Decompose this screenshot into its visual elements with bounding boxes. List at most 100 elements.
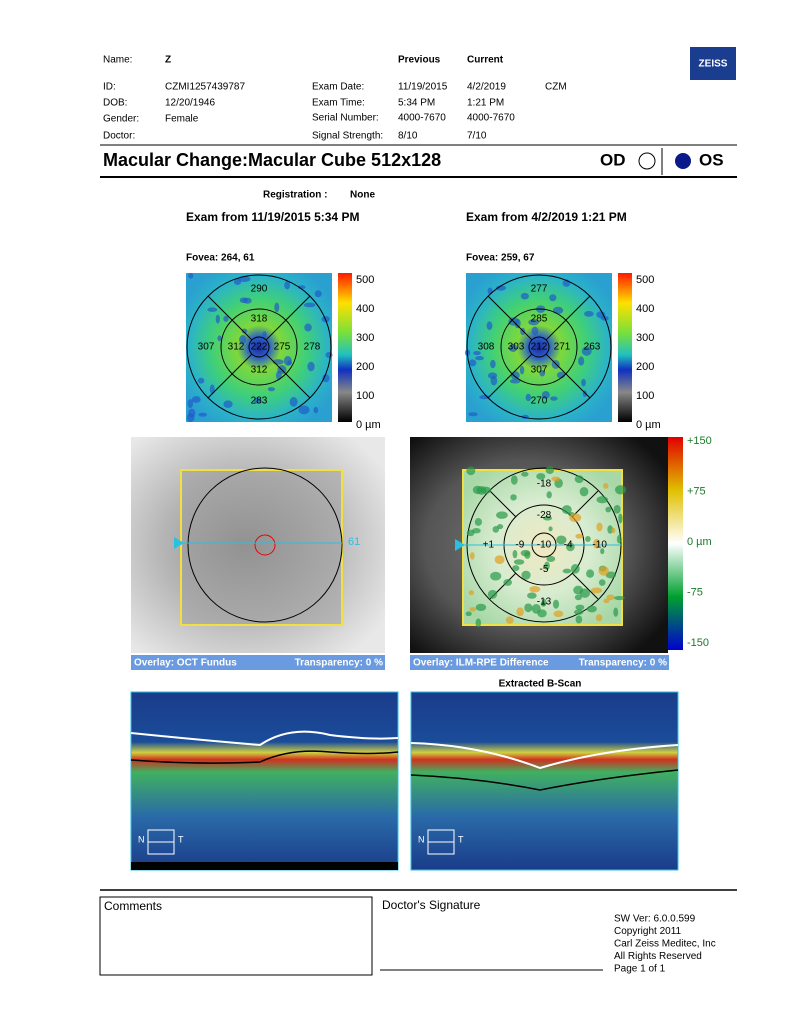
texture: [474, 518, 482, 526]
previous: 4000-7670: [398, 113, 446, 124]
texture: [545, 466, 555, 474]
texture: [561, 505, 572, 515]
value: 12/20/1946: [165, 98, 215, 109]
scale-label: 100: [636, 390, 654, 402]
scan-arrow: [174, 537, 184, 549]
current: 4000-7670: [467, 113, 515, 124]
texture: [590, 587, 603, 594]
sector-value: 290: [251, 284, 268, 295]
texture: [191, 396, 201, 403]
texture: [615, 485, 627, 495]
texture: [223, 400, 233, 408]
texture: [516, 607, 524, 617]
scale-label: +150: [687, 435, 712, 447]
difference-value: +1: [483, 540, 495, 551]
label: ID:: [103, 82, 116, 93]
texture: [503, 579, 513, 586]
sector-value: 275: [274, 342, 291, 353]
texture: [494, 555, 505, 565]
texture: [509, 378, 521, 384]
texture: [562, 568, 572, 574]
value: CZMI1257439787: [165, 82, 245, 93]
comments: Comments: [104, 899, 162, 913]
texture: [540, 601, 546, 607]
grid-line: [285, 295, 311, 321]
texture: [233, 278, 242, 285]
scale-label: 0 µm: [356, 419, 381, 431]
texture: [596, 496, 609, 504]
texture: [537, 609, 547, 618]
transparency: Transparency: 0 %: [295, 658, 383, 669]
texture: [496, 511, 508, 519]
grid-line: [511, 353, 533, 375]
texture: [613, 607, 619, 617]
texture: [546, 555, 556, 563]
texture: [586, 569, 595, 578]
fovea: Fovea: 264, 61: [186, 253, 255, 264]
difference-value: -10: [592, 540, 607, 551]
grid-line: [487, 373, 513, 399]
texture: [527, 592, 537, 599]
bscan-edge: [131, 862, 398, 870]
texture: [551, 476, 561, 482]
texture: [552, 306, 564, 315]
texture: [605, 506, 612, 513]
sector-value: 318: [251, 314, 268, 325]
texture: [486, 321, 493, 330]
thickness-colorbar: [338, 273, 352, 422]
texture: [487, 589, 498, 599]
previous: 5:34 PM: [398, 98, 435, 109]
texture: [521, 471, 529, 477]
texture: [598, 566, 609, 576]
current: 1:21 PM: [467, 98, 504, 109]
texture: [284, 281, 291, 290]
grid-circle: [500, 308, 578, 386]
texture: [536, 473, 546, 480]
texture: [508, 343, 518, 352]
signature: Doctor's Signature: [382, 898, 481, 912]
grid-circle: [186, 274, 332, 420]
texture: [209, 384, 215, 395]
texture: [602, 482, 609, 489]
texture: [267, 387, 275, 392]
texture: [520, 292, 529, 300]
difference-value: -10: [537, 540, 552, 551]
texture: [314, 290, 322, 298]
value: Female: [165, 114, 199, 125]
label: Doctor:: [103, 131, 135, 142]
texture: [186, 413, 195, 423]
texture: [586, 605, 597, 613]
texture: [596, 522, 603, 532]
nasal: N: [138, 834, 145, 844]
grid-line: [265, 319, 287, 341]
texture: [611, 527, 616, 534]
sector-value: 271: [554, 342, 571, 353]
texture: [531, 326, 539, 336]
texture: [239, 335, 247, 344]
overlay: Overlay: ILM-RPE Difference: [413, 658, 549, 669]
exam-heading: Exam from 11/19/2015 5:34 PM: [186, 210, 359, 224]
od: OD: [600, 150, 626, 169]
texture: [578, 356, 585, 366]
texture: [521, 570, 531, 580]
scale-label: -150: [687, 637, 709, 649]
temporal: T: [458, 834, 464, 844]
texture: [575, 615, 583, 624]
texture: [525, 393, 532, 402]
texture: [468, 590, 474, 596]
texture: [487, 287, 493, 295]
grid-line: [545, 353, 567, 375]
scale-label: 0 µm: [687, 536, 712, 548]
difference-value: -4: [564, 540, 573, 551]
texture: [283, 356, 292, 366]
texture: [490, 359, 496, 369]
texture: [470, 552, 475, 560]
texture: [585, 536, 591, 542]
current: 7/10: [467, 131, 487, 142]
texture: [476, 486, 487, 495]
texture: [528, 318, 540, 326]
fovea-circle: [254, 534, 276, 556]
texture: [581, 378, 586, 387]
scan-label: 61: [348, 536, 360, 548]
